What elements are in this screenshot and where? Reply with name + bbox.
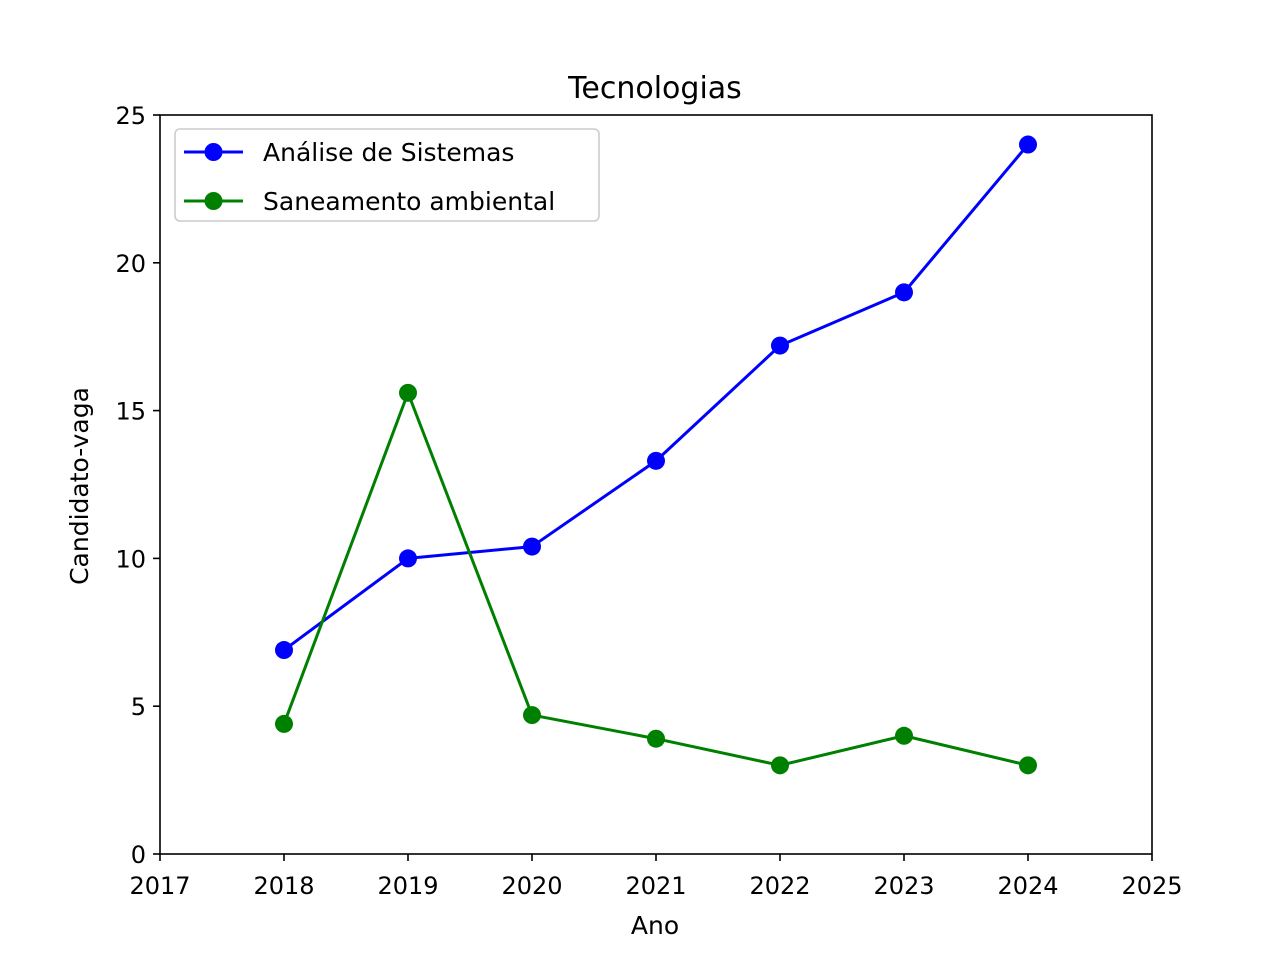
data-point [1019,135,1037,154]
data-point [275,714,293,733]
y-tick-label: 5 [131,693,146,721]
x-tick-label: 2022 [749,872,810,900]
series-group [275,135,1037,775]
axis-ticks: 2017 2018 2019 2020 2021 2022 2023 2024 20250510… [115,102,1182,900]
y-tick-label: 0 [131,841,146,869]
data-point [895,726,913,745]
y-tick-label: 10 [115,545,146,573]
data-point [771,756,789,775]
data-point [1019,756,1037,775]
data-point [895,283,913,302]
legend-item: Saneamento ambiental [184,187,555,216]
x-tick-label: 2017 [129,872,190,900]
data-point [523,537,541,556]
data-point [275,641,293,660]
data-point [399,383,417,402]
legend: Análise de Sistemas Saneamento ambiental [174,128,600,222]
y-tick-label: 20 [115,250,146,278]
legend-label: Análise de Sistemas [263,138,514,167]
x-tick-label: 2020 [501,872,562,900]
x-tick-label: 2024 [997,872,1058,900]
series-line [282,391,1029,767]
legend-marker [204,192,223,210]
data-point [647,451,665,470]
y-tick-label: 25 [115,102,146,130]
x-tick-label: 2023 [873,872,934,900]
chart-title: Tecnologias [567,71,742,106]
data-point [523,706,541,725]
series-2 [275,383,1037,775]
legend-box [174,128,600,222]
x-axis-label: Ano [631,911,679,940]
legend-item: Análise de Sistemas [184,138,514,167]
data-point [647,729,665,748]
legend-label: Saneamento ambiental [263,187,555,216]
y-tick-label: 15 [115,398,146,426]
x-tick-label: 2018 [253,872,314,900]
data-point [399,549,417,568]
data-point [771,336,789,355]
x-tick-label: 2025 [1121,872,1182,900]
plot-frame [159,114,1153,855]
y-axis-label: Candidato-vaga [65,387,94,585]
series-1 [275,135,1037,660]
x-tick-label: 2021 [625,872,686,900]
x-tick-label: 2019 [377,872,438,900]
legend-marker [204,143,223,161]
